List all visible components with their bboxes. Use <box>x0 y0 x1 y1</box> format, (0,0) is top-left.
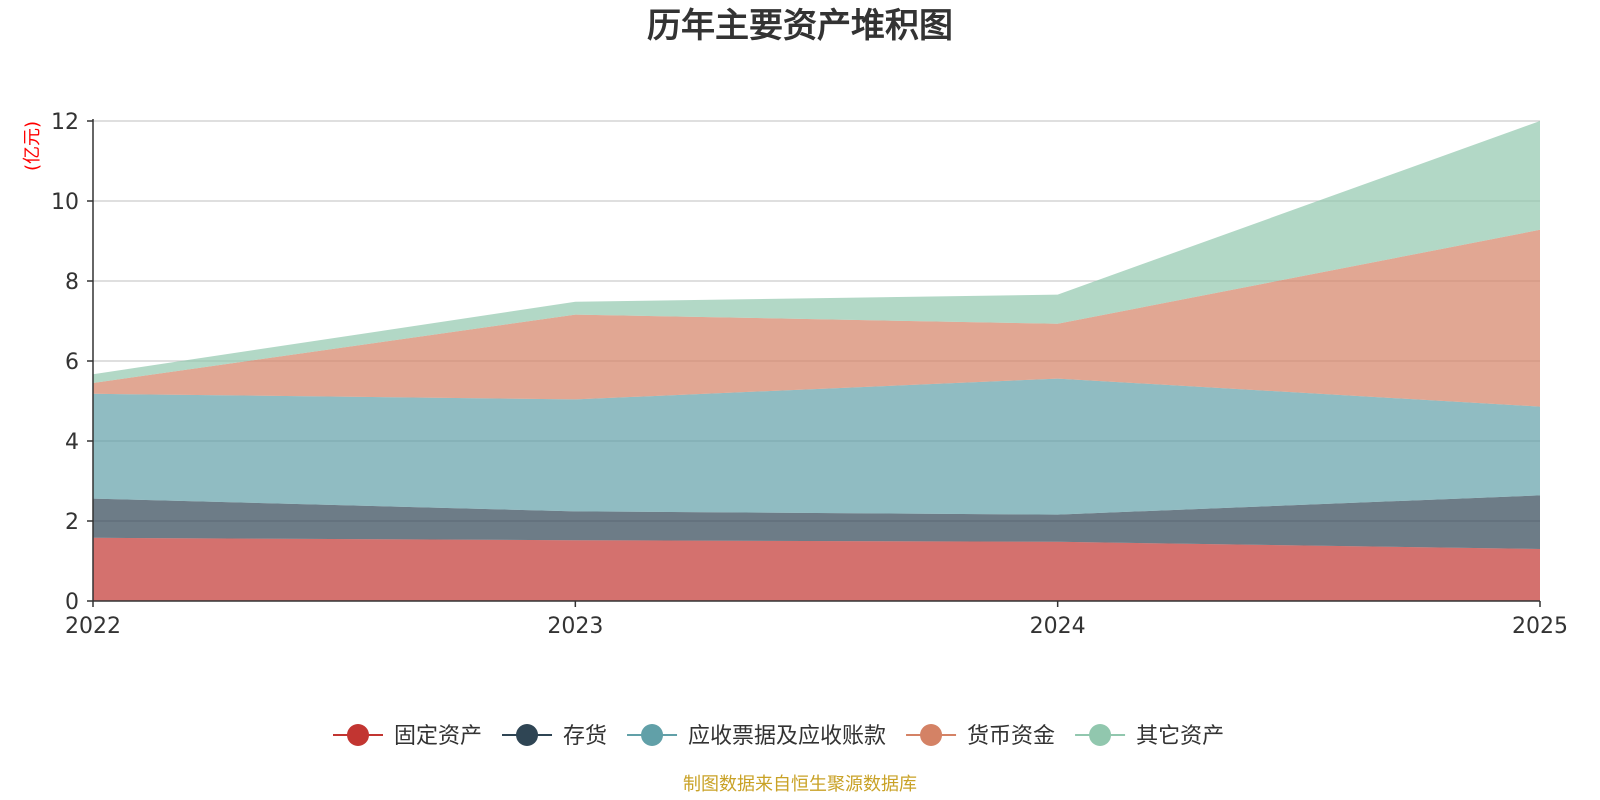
series-areas <box>93 121 1540 601</box>
legend-label: 其它资产 <box>1136 724 1224 749</box>
y-axis-unit-label: (亿元) <box>22 121 43 171</box>
legend-label: 货币资金 <box>967 724 1055 749</box>
legend-label: 固定资产 <box>394 724 482 749</box>
series-area-3 <box>93 378 1540 515</box>
legend-marker <box>641 724 664 746</box>
x-tick-label: 2025 <box>1512 614 1568 639</box>
legend-marker <box>347 724 369 746</box>
x-tick-label: 2024 <box>1030 614 1086 639</box>
y-tick-label: 4 <box>65 430 79 455</box>
legend-label: 存货 <box>563 724 607 749</box>
legend-marker <box>516 724 539 746</box>
legend-item: 其它资产 <box>1075 724 1224 749</box>
series-area-5 <box>93 121 1540 383</box>
chart-title: 历年主要资产堆积图 <box>647 6 953 46</box>
y-tick-label: 2 <box>65 510 79 535</box>
y-tick-label: 0 <box>65 590 79 615</box>
x-tick-label: 2022 <box>65 614 121 639</box>
y-axis-ticks: 0 2 4 6 8 10 12 <box>51 110 93 615</box>
x-tick-label: 2023 <box>547 614 603 639</box>
legend-item: 应收票据及应收账款 <box>627 724 886 749</box>
legend: 固定资产 存货 应收票据及应收账款 货币资金 其它资产 <box>333 724 1224 749</box>
legend-label: 应收票据及应收账款 <box>688 724 886 749</box>
series-area-1 <box>93 537 1540 601</box>
y-tick-label: 8 <box>65 270 79 295</box>
y-tick-label: 10 <box>51 190 79 215</box>
source-note: 制图数据来自恒生聚源数据库 <box>683 774 917 795</box>
legend-item: 固定资产 <box>333 724 482 749</box>
y-tick-label: 12 <box>51 110 79 135</box>
y-tick-label: 6 <box>65 350 79 375</box>
legend-item: 货币资金 <box>906 724 1055 749</box>
x-axis-ticks: 2022 2023 2024 2025 <box>65 601 1568 639</box>
series-area-2 <box>93 495 1540 549</box>
legend-item: 存货 <box>502 724 607 749</box>
legend-marker <box>1089 724 1112 746</box>
legend-marker <box>920 724 943 746</box>
series-area-4 <box>93 229 1540 407</box>
